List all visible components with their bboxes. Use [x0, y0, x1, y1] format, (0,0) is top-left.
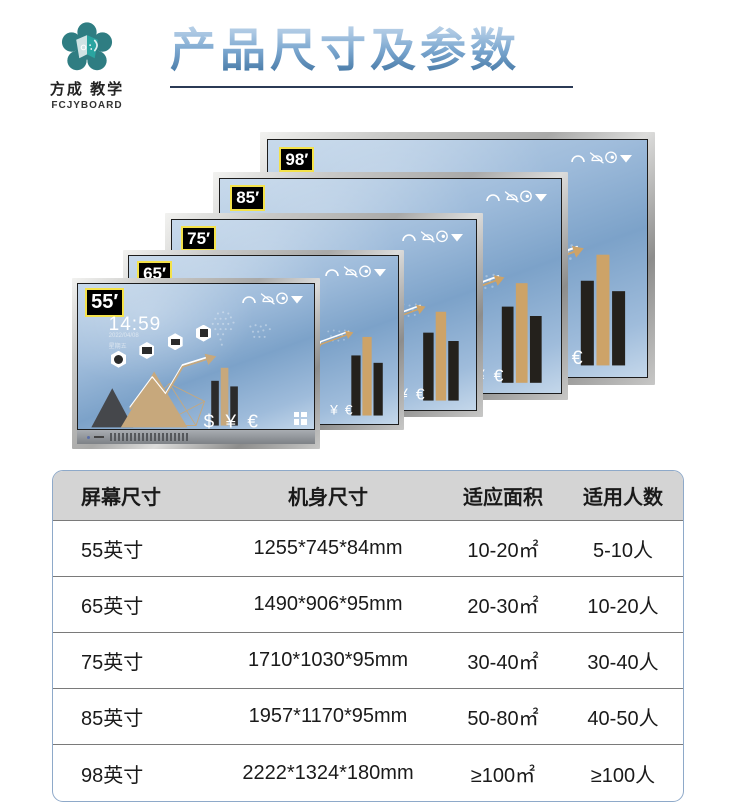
svg-text:¥: ¥ — [224, 410, 236, 429]
svg-text:€: € — [416, 387, 425, 404]
svg-text:€: € — [345, 402, 353, 418]
svg-text:¥: ¥ — [329, 402, 338, 418]
svg-text:€: € — [572, 347, 583, 369]
svg-text:$: $ — [204, 410, 215, 429]
svg-text:€: € — [493, 366, 503, 386]
svg-text:€: € — [247, 410, 258, 429]
